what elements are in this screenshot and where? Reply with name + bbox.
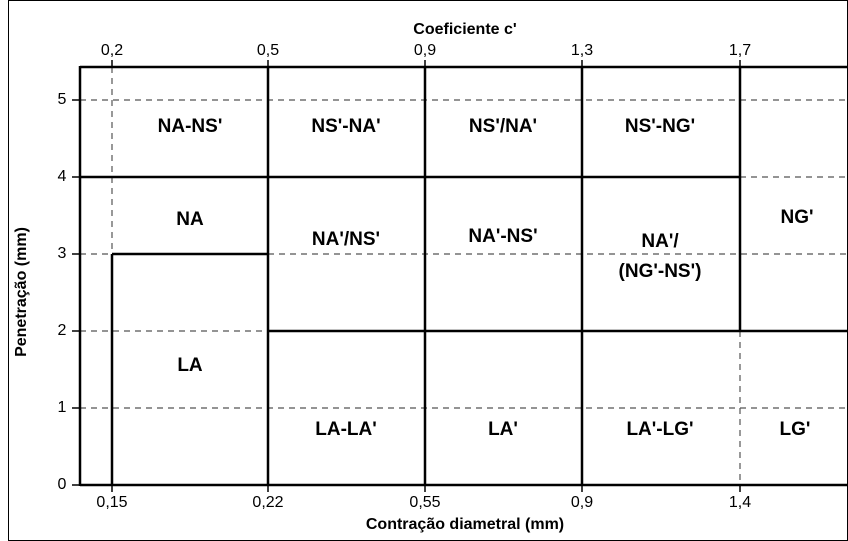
top-tick-label: 1,3 [571, 42, 593, 59]
region-label: NA'/ [641, 231, 679, 252]
top-tick-label: 1,7 [729, 42, 751, 59]
bottom-tick-label: 0,55 [409, 494, 440, 511]
top-tick-label: 0,5 [257, 42, 279, 59]
left-axis-title: Penetração (mm) [13, 227, 30, 357]
left-tick-label: 2 [58, 322, 67, 339]
region-label: NA [176, 209, 204, 230]
regions: NA-NS' NS'-NA' NS'/NA' NS'-NG' NA NA'/NS… [158, 116, 814, 440]
region-label: NA'/NS' [312, 229, 380, 250]
bottom-tick-label: 0,22 [252, 494, 283, 511]
grid [72, 60, 848, 492]
region-label: LA' [488, 419, 518, 440]
bottom-tick-label: 0,15 [96, 494, 127, 511]
left-tick-label: 3 [58, 245, 67, 262]
region-label: NG' [780, 207, 813, 228]
region-label: LA-LA' [315, 419, 377, 440]
bottom-tick-label: 1,4 [729, 494, 751, 511]
region-label: NS'-NA' [311, 116, 380, 137]
top-tick-label: 0,9 [414, 42, 436, 59]
region-label: NA-NS' [158, 116, 223, 137]
region-label: LG' [780, 419, 811, 440]
region-label: LA [177, 355, 203, 376]
top-tick-label: 0,2 [101, 42, 123, 59]
region-label: NS'-NG' [625, 116, 695, 137]
frame [8, 0, 848, 541]
ticks [72, 60, 741, 492]
top-axis-title: Coeficiente c' [413, 21, 516, 38]
left-tick-label: 4 [58, 168, 67, 185]
bottom-axis-title: Contração diametral (mm) [366, 516, 564, 533]
region-label: NS'/NA' [469, 116, 537, 137]
left-tick-label: 5 [58, 91, 67, 108]
region-label: (NG'-NS') [619, 261, 702, 282]
left-tick-label: 1 [58, 399, 67, 416]
region-label: NA'-NS' [468, 226, 537, 247]
region-label: LA'-LG' [626, 419, 693, 440]
bottom-tick-label: 0,9 [571, 494, 593, 511]
left-tick-label: 0 [58, 476, 67, 493]
